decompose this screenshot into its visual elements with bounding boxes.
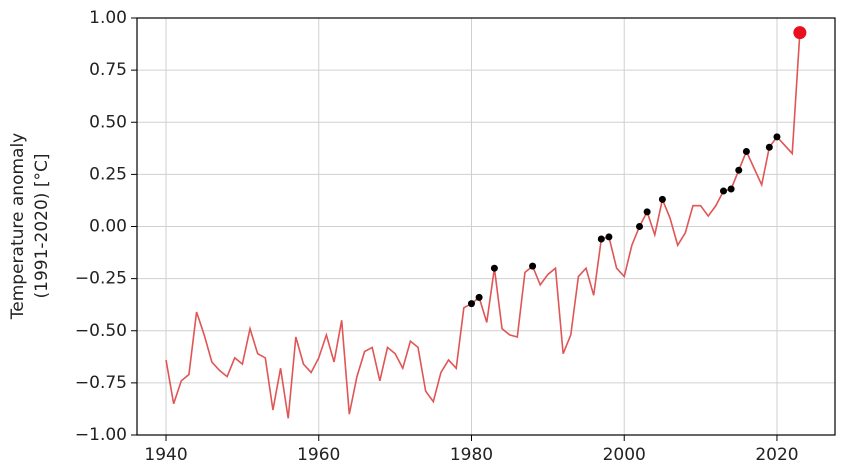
record-marker xyxy=(467,300,475,308)
record-marker xyxy=(475,293,483,301)
x-tick-label: 1960 xyxy=(297,445,340,465)
y-tick-label: 0.75 xyxy=(89,60,127,80)
y-axis-label: Temperature anomaly xyxy=(8,133,28,320)
record-marker xyxy=(765,143,773,151)
y-tick-label: 0.50 xyxy=(89,112,127,132)
record-marker xyxy=(597,235,605,243)
record-marker xyxy=(773,133,781,141)
x-tick-label: 2020 xyxy=(755,445,798,465)
y-tick-label: −0.50 xyxy=(75,321,127,341)
x-tick-label: 2000 xyxy=(603,445,646,465)
record-marker xyxy=(490,264,498,272)
y-tick-label: −0.75 xyxy=(75,373,127,393)
record-marker xyxy=(727,185,735,193)
record-marker xyxy=(742,147,750,155)
record-marker xyxy=(658,195,666,203)
record-marker xyxy=(605,233,613,241)
record-marker xyxy=(735,166,743,174)
record-marker xyxy=(643,208,651,216)
y-axis-label: (1991-2020) [°C] xyxy=(32,154,52,299)
y-tick-label: 1.00 xyxy=(89,8,127,28)
plot-frame xyxy=(136,17,836,436)
record-marker xyxy=(529,262,537,270)
y-tick-label: −0.25 xyxy=(75,269,127,289)
record-marker xyxy=(635,223,643,230)
y-tick-label: 0.00 xyxy=(89,217,127,237)
record-marker xyxy=(720,187,728,195)
x-tick-label: 1980 xyxy=(450,445,493,465)
x-tick-label: 1940 xyxy=(144,445,187,465)
y-tick-label: −1.00 xyxy=(75,425,127,445)
y-tick-label: 0.25 xyxy=(89,164,127,184)
highlight-marker xyxy=(793,26,807,40)
data-line xyxy=(165,32,801,419)
